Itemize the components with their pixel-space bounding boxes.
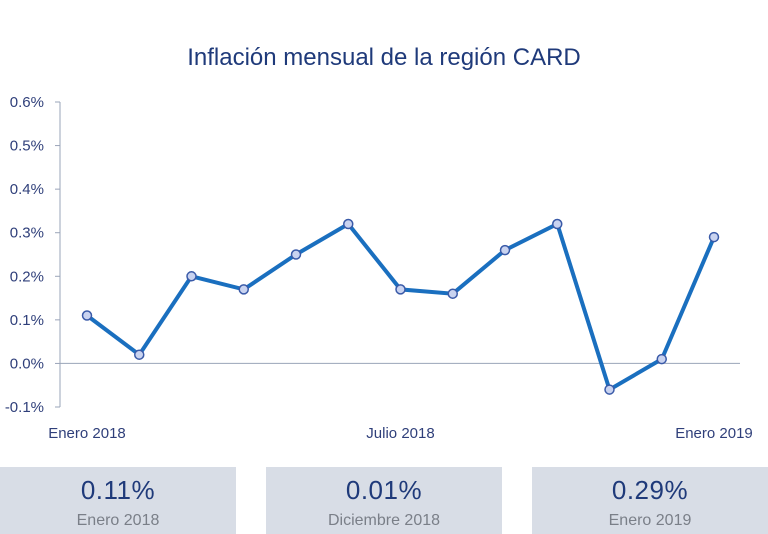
data-point: [656, 353, 667, 365]
data-point: [708, 231, 720, 243]
stat-box-jan-2018: 0.11% Enero 2018: [0, 467, 236, 534]
y-tick-label: 0.1%: [10, 312, 44, 329]
stat-label: Enero 2019: [608, 512, 692, 529]
stat-box-jan-2019: 0.29% Enero 2019: [532, 467, 768, 534]
data-point: [343, 218, 354, 230]
chart-title: Inflación mensual de la región CARD: [187, 44, 581, 71]
stat-label: Enero 2018: [76, 512, 160, 529]
data-point: [395, 284, 406, 295]
line-chart: 0.6%0.5%0.4%0.3%0.2%0.1%0.0%-0.1%Enero 2…: [5, 94, 753, 442]
y-tick-label: -0.1%: [5, 399, 44, 416]
data-point: [81, 310, 93, 321]
data-point: [186, 271, 197, 282]
x-tick-label: Julio 2018: [366, 425, 434, 442]
data-point: [604, 384, 615, 395]
stat-value: 0.29%: [611, 475, 689, 505]
x-tick-label: Enero 2019: [675, 425, 753, 442]
y-tick-label: 0.5%: [10, 138, 44, 155]
stat-box-dec-2018: 0.01% Diciembre 2018: [266, 467, 502, 534]
stat-value: 0.01%: [345, 475, 423, 505]
data-point: [238, 284, 249, 295]
data-point: [499, 244, 511, 256]
data-point: [134, 349, 145, 360]
y-tick-label: 0.3%: [10, 225, 44, 242]
data-point: [552, 218, 563, 230]
data-point: [290, 249, 302, 260]
data-point: [447, 288, 458, 299]
series-line: [85, 221, 716, 393]
stat-label: Diciembre 2018: [327, 512, 441, 529]
y-tick-label: 0.0%: [10, 355, 44, 372]
y-tick-label: 0.6%: [10, 94, 44, 111]
x-tick-label: Enero 2018: [48, 425, 126, 442]
stat-value: 0.11%: [80, 475, 156, 505]
y-tick-label: 0.2%: [10, 268, 44, 285]
y-tick-label: 0.4%: [10, 181, 44, 198]
